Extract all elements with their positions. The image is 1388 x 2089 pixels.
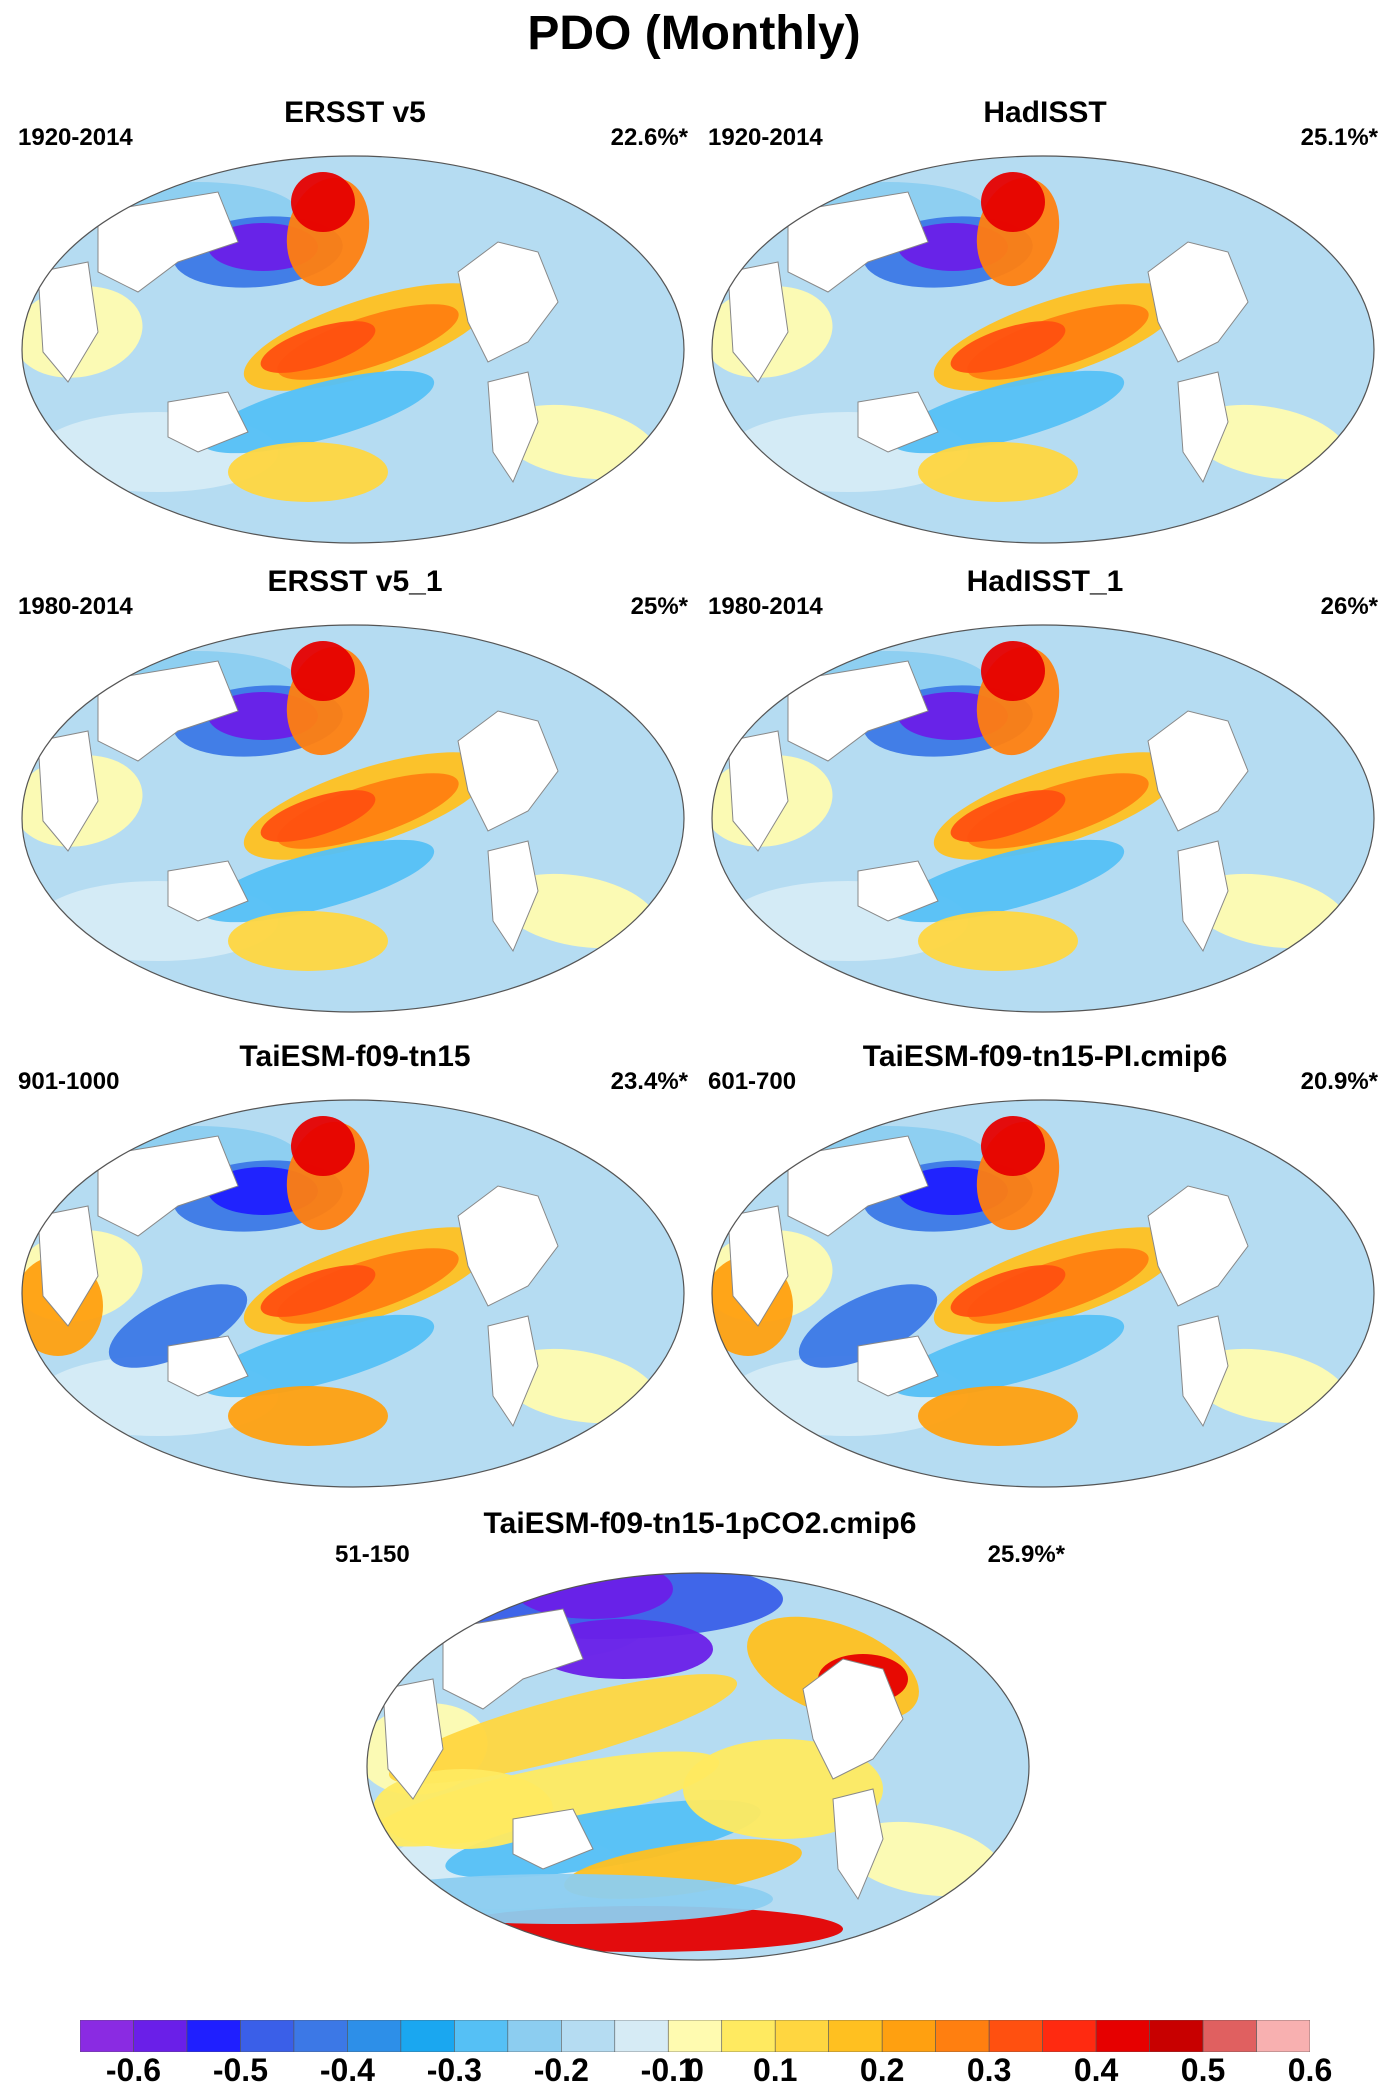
panel-title: ERSST v5_1 xyxy=(267,565,443,598)
colorbar-tick-label: 0.2 xyxy=(859,2052,905,2088)
panel-period: 51-150 xyxy=(335,1541,410,1568)
map-panel: HadISST 1920-2014 25.1%* xyxy=(700,96,1388,566)
panel-period: 1920-2014 xyxy=(708,124,823,151)
world-map xyxy=(21,624,685,1013)
colorbar-swatch xyxy=(186,2020,241,2052)
panel-period: 1920-2014 xyxy=(18,124,133,151)
panel-title: TaiESM-f09-tn15-PI.cmip6 xyxy=(862,1040,1228,1073)
panel-explained-variance: 23.4%* xyxy=(610,1068,688,1095)
map-panel: TaiESM-f09-tn15-1pCO2.cmip6 51-150 25.9%* xyxy=(335,1507,1065,1983)
colorbar-swatch xyxy=(988,2020,1043,2052)
colorbar-swatch xyxy=(667,2020,723,2052)
colorbar-swatch xyxy=(133,2020,188,2052)
colorbar-tick-label: -0.1 xyxy=(640,2052,696,2088)
colorbar-tick-label: 0.4 xyxy=(1073,2052,1119,2088)
panel-title: TaiESM-f09-tn15-1pCO2.cmip6 xyxy=(483,1507,917,1540)
panel-period: 901-1000 xyxy=(18,1068,120,1095)
colorbar-tick-label: 0.1 xyxy=(752,2052,798,2088)
colorbar xyxy=(80,2020,1310,2052)
colorbar-tick-label: -0.6 xyxy=(105,2052,162,2088)
panel-explained-variance: 25%* xyxy=(630,593,688,620)
panel-period: 601-700 xyxy=(708,1068,797,1095)
panel-explained-variance: 25.9%* xyxy=(987,1541,1065,1568)
colorbar-swatch xyxy=(80,2020,134,2052)
map-panel: ERSST v5_1 1980-2014 25%* xyxy=(10,565,700,1035)
map-panel: TaiESM-f09-tn15-PI.cmip6 601-700 20.9%* xyxy=(700,1040,1388,1510)
colorbar-swatch xyxy=(614,2020,669,2052)
map-panel: ERSST v5 1920-2014 22.6%* xyxy=(10,96,700,566)
colorbar-tick-label: -0.4 xyxy=(319,2052,375,2088)
colorbar-swatch xyxy=(400,2020,455,2052)
colorbar-swatch xyxy=(454,2020,509,2052)
colorbar-swatch xyxy=(240,2020,295,2052)
colorbar-swatch xyxy=(935,2020,990,2052)
figure-title: PDO (Monthly) xyxy=(527,7,861,60)
world-map xyxy=(366,1572,1030,1961)
colorbar-tick-label: 0.5 xyxy=(1180,2052,1226,2088)
panel-title: HadISST xyxy=(983,96,1107,129)
panel-explained-variance: 22.6%* xyxy=(610,124,688,151)
map-panel: HadISST_1 1980-2014 26%* xyxy=(700,565,1388,1035)
colorbar-swatch xyxy=(828,2020,883,2052)
world-map xyxy=(711,624,1375,1013)
colorbar-tick-label: 0.3 xyxy=(966,2052,1012,2088)
colorbar-swatch xyxy=(507,2020,562,2052)
colorbar-swatch xyxy=(1149,2020,1204,2052)
colorbar-swatch xyxy=(721,2020,776,2052)
colorbar-swatch xyxy=(1095,2020,1150,2052)
world-map xyxy=(711,155,1375,544)
panel-title: HadISST_1 xyxy=(966,565,1124,598)
colorbar-tick-label: -0.2 xyxy=(533,2052,589,2088)
colorbar-swatch xyxy=(1256,2020,1310,2052)
panel-period: 1980-2014 xyxy=(18,593,133,620)
colorbar-swatch xyxy=(293,2020,348,2052)
panel-period: 1980-2014 xyxy=(708,593,823,620)
panel-explained-variance: 20.9%* xyxy=(1300,1068,1378,1095)
colorbar-tick-label: -0.5 xyxy=(212,2052,268,2088)
colorbar-tick-label: -0.3 xyxy=(426,2052,482,2088)
colorbar-tick-label: 0 xyxy=(686,2052,704,2088)
world-map xyxy=(711,1099,1375,1488)
colorbar-swatch xyxy=(347,2020,402,2052)
panel-title: ERSST v5 xyxy=(284,96,426,129)
world-map xyxy=(21,1099,685,1488)
colorbar-tick-label: 0.6 xyxy=(1287,2052,1333,2088)
colorbar-swatch xyxy=(1042,2020,1097,2052)
colorbar-swatch xyxy=(561,2020,616,2052)
map-panel: TaiESM-f09-tn15 901-1000 23.4%* xyxy=(10,1040,700,1510)
colorbar-swatch xyxy=(774,2020,829,2052)
panel-title: TaiESM-f09-tn15 xyxy=(239,1040,471,1073)
world-map xyxy=(21,155,685,544)
colorbar-swatch xyxy=(881,2020,936,2052)
panel-explained-variance: 25.1%* xyxy=(1300,124,1378,151)
panel-explained-variance: 26%* xyxy=(1320,593,1378,620)
colorbar-swatch xyxy=(1202,2020,1257,2052)
